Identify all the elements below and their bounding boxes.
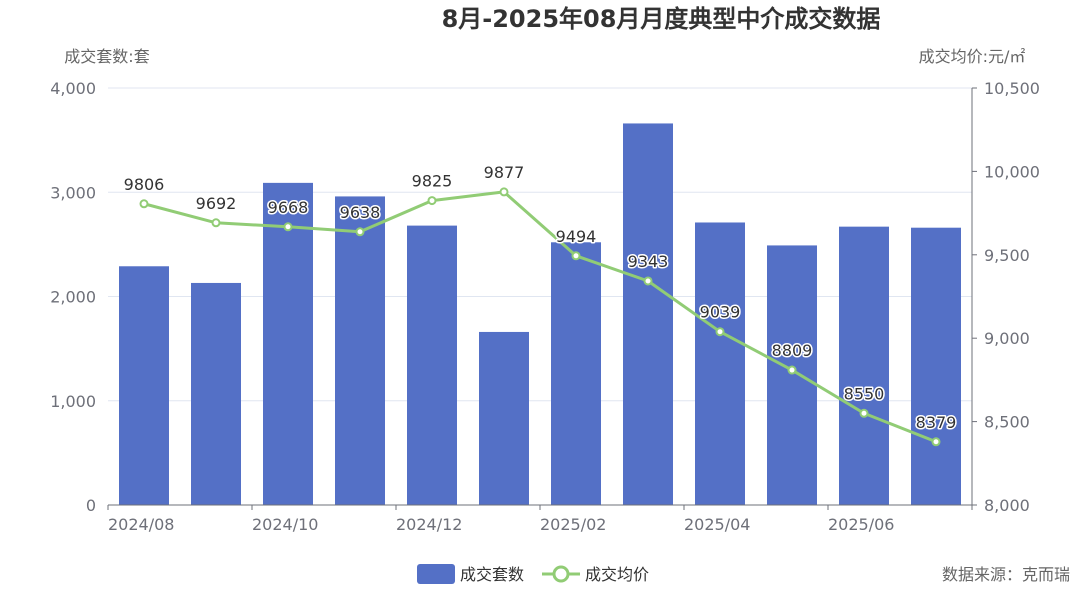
legend-bar-label[interactable]: 成交套数 [460,565,524,584]
left-tick-label: 1,000 [50,392,96,411]
data-label: 9343 [628,252,669,271]
bar[interactable] [911,227,961,505]
line-point[interactable] [859,408,869,418]
left-tick-label: 0 [86,496,96,515]
line-point[interactable] [211,218,221,228]
left-tick-label: 2,000 [50,288,96,307]
x-tick-label: 2025/04 [684,515,750,534]
data-label: 8379 [916,413,957,432]
bar[interactable] [263,182,313,505]
x-tick-label: 2024/12 [396,515,462,534]
line-point[interactable] [571,251,581,261]
right-tick-label: 8,000 [984,496,1030,515]
right-tick-label: 9,000 [984,329,1030,348]
data-label: 8809 [772,341,813,360]
legend-line-label[interactable]: 成交均价 [585,565,649,584]
right-tick-label: 10,500 [984,79,1040,98]
data-label: 9039 [700,303,741,322]
bar[interactable] [551,242,601,506]
bar[interactable] [839,226,889,505]
data-label: 9692 [196,194,237,213]
right-axis-name: 成交均价:元/㎡ [919,47,1026,66]
line-point[interactable] [139,199,149,209]
left-tick-label: 4,000 [50,79,96,98]
data-label: 9494 [556,227,597,246]
line-point[interactable] [931,437,941,447]
legend-line-marker[interactable] [552,565,570,583]
line-point[interactable] [643,276,653,286]
data-label: 8550 [844,384,885,403]
data-label: 9668 [268,198,309,217]
right-tick-label: 8,500 [984,413,1030,432]
bar[interactable] [335,196,385,506]
right-tick-label: 10,000 [984,162,1040,181]
legend-bar-swatch[interactable] [417,564,455,584]
bar[interactable] [479,331,529,505]
line-point[interactable] [427,196,437,206]
line-point[interactable] [283,222,293,232]
data-label: 9638 [340,203,381,222]
data-label: 9806 [124,175,165,194]
bar[interactable] [623,123,673,505]
data-label: 9877 [484,163,525,182]
bar[interactable] [407,225,457,506]
data-label: 9825 [412,172,453,191]
line-series [143,190,937,444]
chart-title: 8月-2025年08月月度典型中介成交数据 [442,5,881,33]
bar[interactable] [119,266,169,505]
bar[interactable] [767,245,817,506]
x-tick-label: 2024/10 [252,515,318,534]
left-tick-label: 3,000 [50,183,96,202]
source-note: 数据来源：克而瑞 [942,565,1070,584]
bar[interactable] [191,282,241,505]
x-tick-label: 2025/06 [828,515,894,534]
bar[interactable] [695,222,745,506]
x-tick-label: 2025/02 [540,515,606,534]
line-point[interactable] [715,327,725,337]
x-tick-label: 2024/08 [108,515,174,534]
left-axis-name: 成交套数:套 [64,47,149,66]
right-tick-label: 9,500 [984,246,1030,265]
line-point[interactable] [355,227,365,237]
line-point[interactable] [499,187,509,197]
line-point[interactable] [787,365,797,375]
